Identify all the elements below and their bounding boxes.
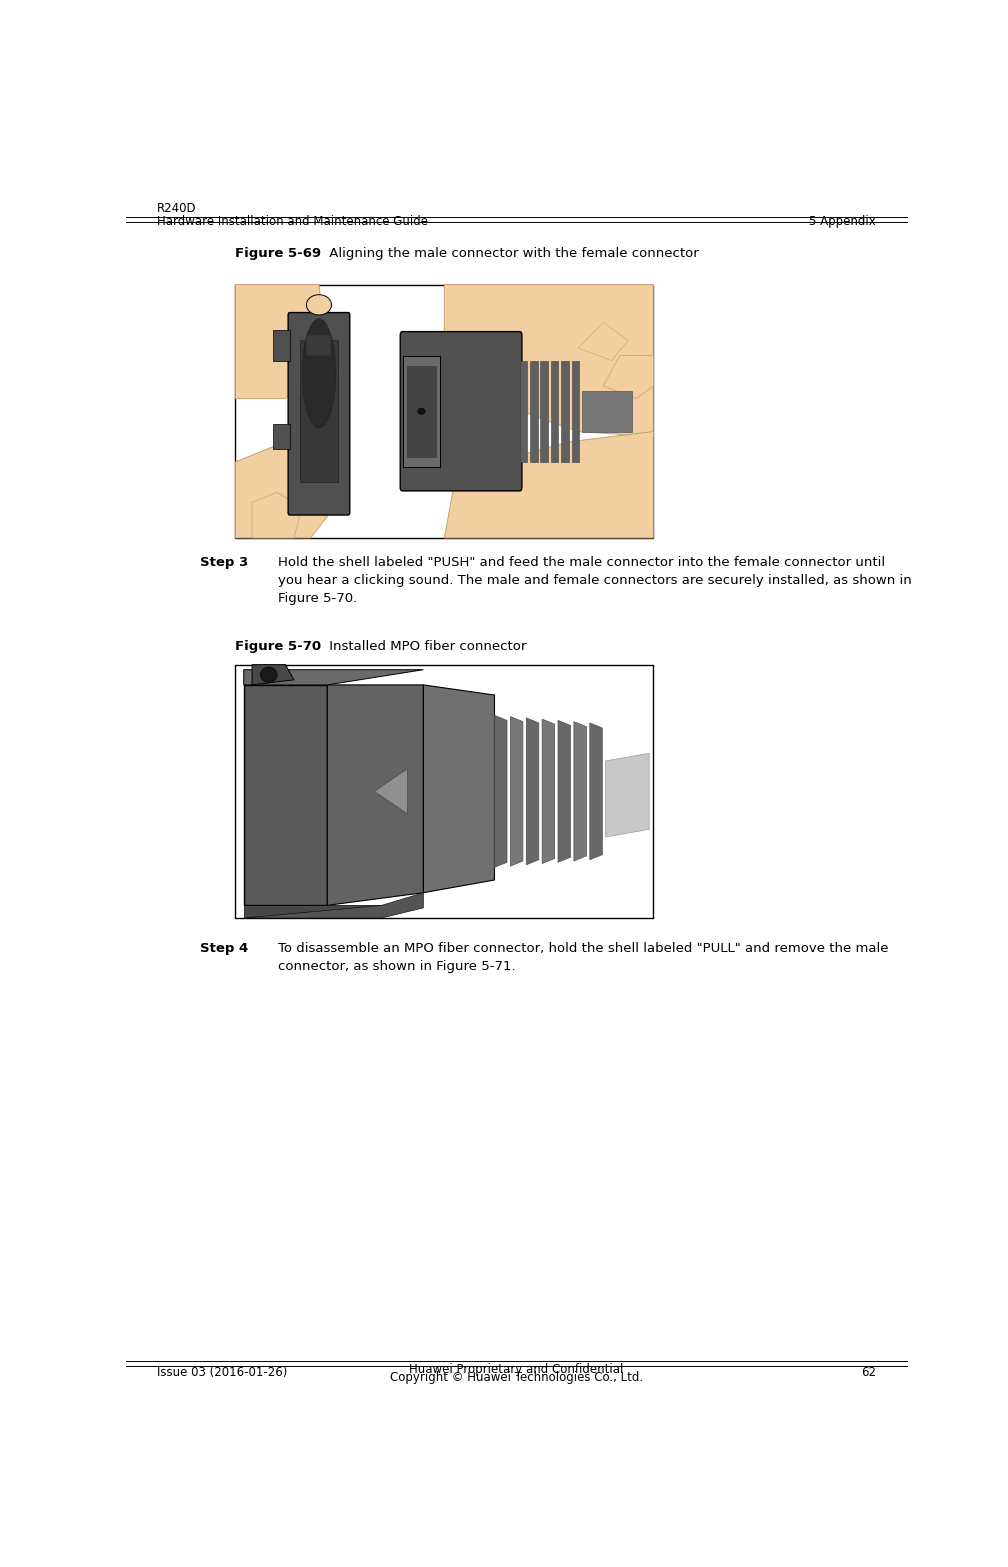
Polygon shape	[244, 685, 328, 906]
FancyBboxPatch shape	[273, 331, 289, 360]
Text: Hardware Installation and Maintenance Guide: Hardware Installation and Maintenance Gu…	[157, 215, 428, 227]
Polygon shape	[526, 718, 539, 865]
FancyBboxPatch shape	[300, 340, 338, 483]
Text: Step 4: Step 4	[201, 942, 248, 956]
Polygon shape	[244, 906, 382, 918]
Text: Installed MPO fiber connector: Installed MPO fiber connector	[326, 639, 526, 653]
Polygon shape	[445, 431, 653, 537]
FancyBboxPatch shape	[288, 312, 350, 516]
Polygon shape	[558, 721, 571, 862]
Text: Hold the shell labeled "PUSH" and feed the male connector into the female connec: Hold the shell labeled "PUSH" and feed t…	[278, 556, 912, 605]
Text: Figure 5-70: Figure 5-70	[236, 639, 322, 653]
Text: 5 Appendix: 5 Appendix	[809, 215, 876, 227]
FancyBboxPatch shape	[583, 392, 632, 431]
Polygon shape	[606, 754, 649, 837]
Polygon shape	[423, 685, 495, 893]
Polygon shape	[542, 719, 554, 863]
Polygon shape	[574, 722, 587, 860]
Polygon shape	[306, 335, 332, 356]
Ellipse shape	[417, 407, 425, 414]
FancyBboxPatch shape	[530, 360, 537, 462]
Text: To disassemble an MPO fiber connector, hold the shell labeled "PULL" and remove : To disassemble an MPO fiber connector, h…	[278, 942, 889, 973]
FancyBboxPatch shape	[572, 360, 580, 462]
Polygon shape	[578, 323, 628, 360]
Text: Aligning the male connector with the female connector: Aligning the male connector with the fem…	[326, 246, 699, 260]
Polygon shape	[603, 356, 653, 398]
Polygon shape	[252, 664, 294, 685]
Polygon shape	[252, 492, 302, 537]
FancyBboxPatch shape	[519, 360, 527, 462]
Polygon shape	[374, 768, 407, 815]
Ellipse shape	[260, 668, 277, 682]
FancyBboxPatch shape	[273, 425, 289, 450]
FancyBboxPatch shape	[402, 356, 440, 467]
Text: Figure 5-69: Figure 5-69	[236, 246, 322, 260]
Ellipse shape	[306, 295, 332, 315]
Ellipse shape	[302, 318, 336, 428]
Text: 62: 62	[861, 1366, 876, 1379]
FancyBboxPatch shape	[236, 285, 653, 537]
Polygon shape	[244, 669, 423, 685]
Polygon shape	[495, 715, 507, 868]
FancyBboxPatch shape	[540, 360, 548, 462]
Polygon shape	[328, 685, 423, 906]
Text: Issue 03 (2016-01-26): Issue 03 (2016-01-26)	[157, 1366, 287, 1379]
Polygon shape	[510, 716, 523, 867]
Polygon shape	[236, 442, 340, 537]
Polygon shape	[236, 285, 328, 398]
Text: Copyright © Huawei Technologies Co., Ltd.: Copyright © Huawei Technologies Co., Ltd…	[390, 1371, 643, 1384]
Text: Step 3: Step 3	[201, 556, 248, 569]
Polygon shape	[244, 893, 423, 918]
FancyBboxPatch shape	[406, 365, 436, 458]
FancyBboxPatch shape	[400, 332, 522, 490]
Text: R240D: R240D	[157, 202, 197, 215]
Polygon shape	[445, 285, 653, 437]
Text: Huawei Proprietary and Confidential: Huawei Proprietary and Confidential	[409, 1363, 624, 1376]
FancyBboxPatch shape	[551, 360, 558, 462]
Polygon shape	[590, 722, 603, 860]
FancyBboxPatch shape	[561, 360, 569, 462]
FancyBboxPatch shape	[236, 664, 653, 918]
